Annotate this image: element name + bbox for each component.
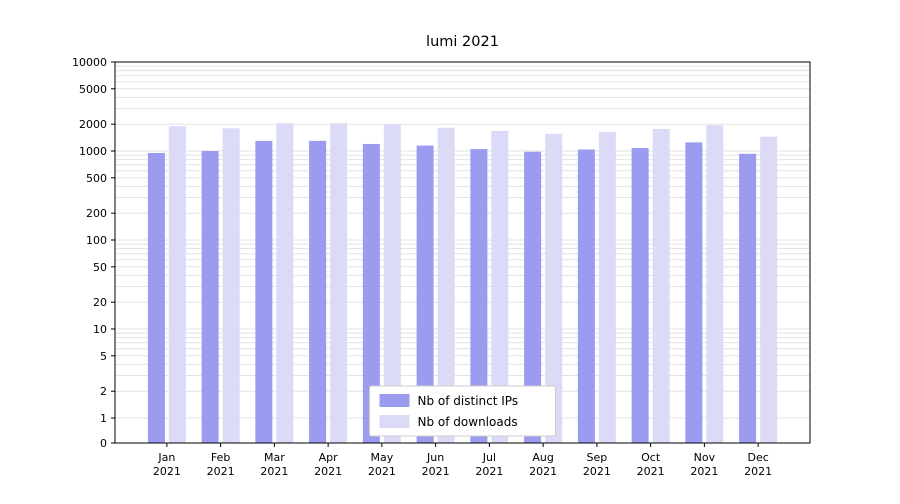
bar-ips-aug bbox=[524, 151, 542, 443]
bar-downloads-dec bbox=[760, 136, 778, 443]
x-tick-label: Feb 2021 bbox=[207, 451, 235, 478]
bar-ips-may bbox=[362, 143, 380, 443]
y-tick-label: 2 bbox=[100, 385, 107, 398]
x-tick-year: 2021 bbox=[207, 465, 235, 478]
x-tick-month: Oct bbox=[641, 451, 661, 464]
x-tick-label: Sep 2021 bbox=[583, 451, 611, 478]
bar-ips-jul bbox=[470, 149, 488, 444]
x-tick-label: Jul 2021 bbox=[475, 451, 503, 478]
legend: Nb of distinct IPs Nb of downloads bbox=[369, 385, 556, 437]
gridlines bbox=[115, 61, 810, 419]
bar-ips-apr bbox=[309, 140, 327, 443]
x-tick-year: 2021 bbox=[368, 465, 396, 478]
x-tick-label: May 2021 bbox=[368, 451, 396, 478]
bar-downloads-nov bbox=[706, 125, 724, 443]
y-tick-label: 10000 bbox=[72, 56, 107, 69]
x-tick-label: Oct 2021 bbox=[637, 451, 665, 478]
x-tick-year: 2021 bbox=[314, 465, 342, 478]
bar-downloads-jun bbox=[437, 127, 455, 444]
chart-title: lumi 2021 bbox=[426, 34, 499, 50]
x-tick-month: Aug bbox=[532, 451, 553, 464]
y-tick-label: 200 bbox=[86, 207, 107, 220]
x-tick-month: Feb bbox=[211, 451, 230, 464]
x-tick-year: 2021 bbox=[260, 465, 288, 478]
x-tick-month: Mar bbox=[264, 451, 285, 464]
bar-ips-mar bbox=[255, 140, 273, 443]
x-tick-month: Jul bbox=[482, 451, 496, 464]
series-downloads bbox=[168, 123, 778, 444]
x-tick-month: Jun bbox=[426, 451, 444, 464]
x-tick-year: 2021 bbox=[690, 465, 718, 478]
bar-ips-nov bbox=[685, 142, 703, 444]
y-tick-label: 1 bbox=[100, 412, 107, 425]
bar-ips-oct bbox=[631, 148, 649, 444]
x-tick-label: Aug 2021 bbox=[529, 451, 557, 478]
x-tick-month: Nov bbox=[694, 451, 716, 464]
bar-downloads-oct bbox=[652, 128, 670, 444]
legend-box bbox=[369, 385, 556, 437]
y-tick-label: 1000 bbox=[79, 145, 107, 158]
bar-ips-feb bbox=[201, 151, 219, 443]
x-tick-month: Apr bbox=[319, 451, 339, 464]
legend-label-ips: Nb of distinct IPs bbox=[418, 394, 519, 408]
legend-swatch-ips bbox=[379, 394, 410, 407]
x-tick-month: Jan bbox=[157, 451, 175, 464]
x-tick-year: 2021 bbox=[529, 465, 557, 478]
x-tick-year: 2021 bbox=[744, 465, 772, 478]
x-tick-label: Jun 2021 bbox=[422, 451, 450, 478]
x-tick-label: Mar 2021 bbox=[260, 451, 288, 478]
x-tick-label: Nov 2021 bbox=[690, 451, 718, 478]
bar-downloads-apr bbox=[330, 123, 348, 443]
x-tick-month: May bbox=[371, 451, 394, 464]
x-tick-year: 2021 bbox=[583, 465, 611, 478]
x-tick-label: Dec 2021 bbox=[744, 451, 772, 478]
x-tick-label: Apr 2021 bbox=[314, 451, 342, 478]
y-tick-label: 50 bbox=[93, 261, 107, 274]
x-tick-label: Jan 2021 bbox=[153, 451, 181, 478]
legend-label-downloads: Nb of downloads bbox=[418, 415, 518, 429]
x-tick-year: 2021 bbox=[637, 465, 665, 478]
x-tick-month: Sep bbox=[587, 451, 608, 464]
bar-downloads-may bbox=[383, 124, 401, 444]
x-tick-year: 2021 bbox=[153, 465, 181, 478]
legend-swatch-downloads bbox=[379, 415, 410, 428]
bar-downloads-jan bbox=[168, 126, 186, 444]
y-axis: 0 1 2 5 10 20 50 100 200 500 1000 2000 5000 10000 bbox=[72, 56, 115, 450]
bar-downloads-jul bbox=[491, 130, 509, 443]
bar-downloads-feb bbox=[222, 128, 240, 443]
y-tick-label: 500 bbox=[86, 172, 107, 185]
bar-ips-jan bbox=[147, 152, 165, 443]
bar-ips-dec bbox=[739, 153, 757, 443]
x-tick-month: Dec bbox=[747, 451, 768, 464]
y-tick-label: 2000 bbox=[79, 118, 107, 131]
x-tick-year: 2021 bbox=[475, 465, 503, 478]
y-tick-label: 0 bbox=[100, 437, 107, 450]
x-tick-year: 2021 bbox=[422, 465, 450, 478]
series-distinct-ips bbox=[147, 140, 757, 444]
y-tick-label: 100 bbox=[86, 234, 107, 247]
bar-downloads-mar bbox=[276, 123, 294, 443]
bar-downloads-sep bbox=[598, 131, 616, 443]
y-tick-label: 5 bbox=[100, 350, 107, 363]
y-tick-label: 20 bbox=[93, 296, 107, 309]
y-tick-label: 5000 bbox=[79, 83, 107, 96]
bar-ips-sep bbox=[577, 149, 595, 443]
plot-border bbox=[114, 61, 811, 444]
bar-ips-jun bbox=[416, 145, 434, 443]
y-tick-label: 10 bbox=[93, 323, 107, 336]
bar-downloads-aug bbox=[545, 133, 563, 444]
